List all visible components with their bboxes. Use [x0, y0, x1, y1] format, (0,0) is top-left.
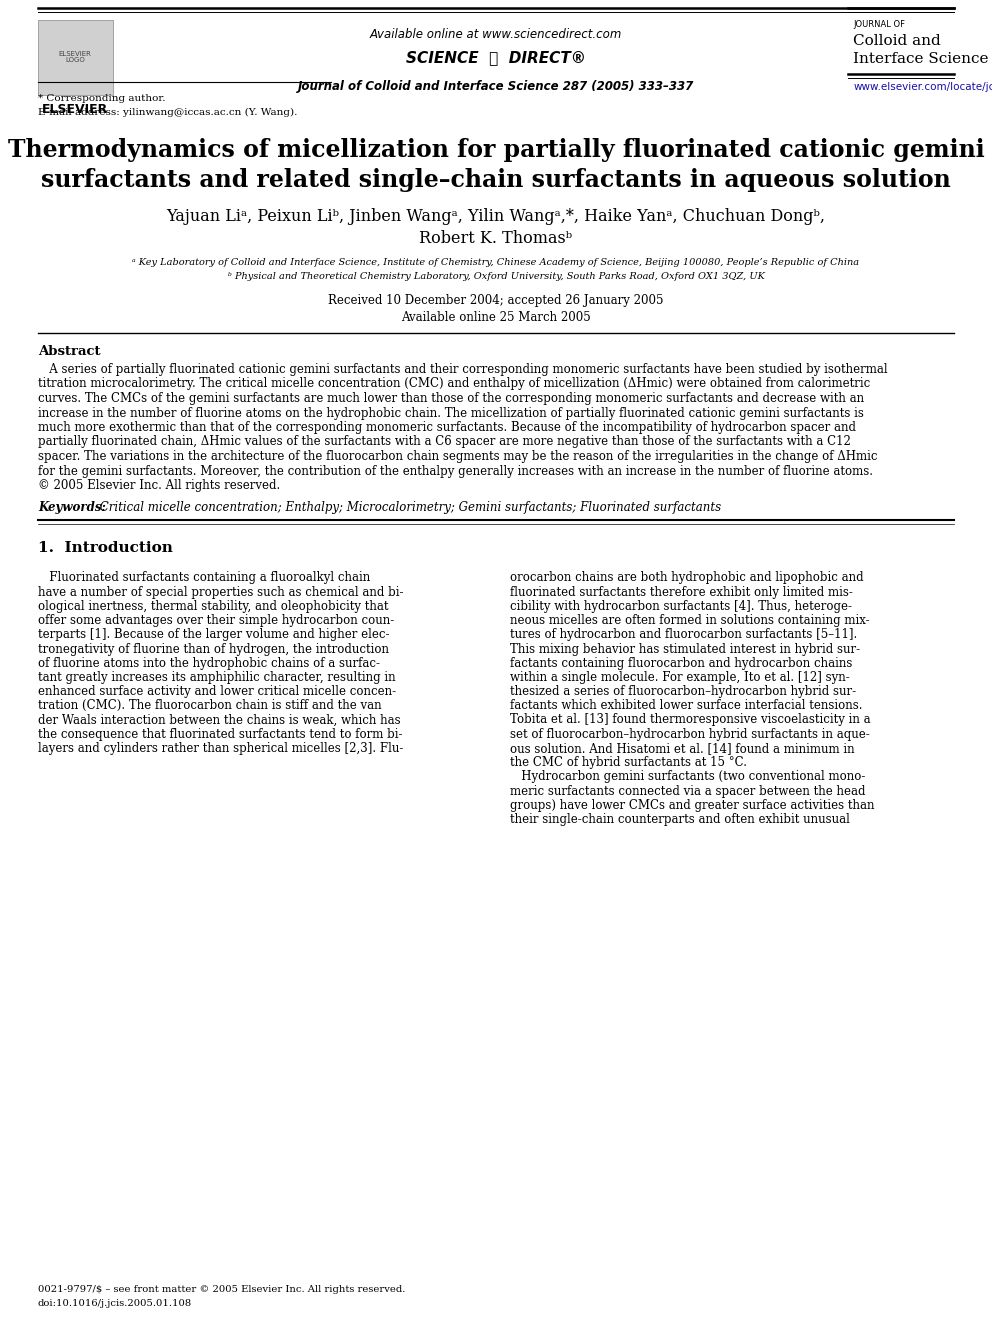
Text: der Waals interaction between the chains is weak, which has: der Waals interaction between the chains…	[38, 713, 401, 726]
Text: cibility with hydrocarbon surfactants [4]. Thus, heteroge-: cibility with hydrocarbon surfactants [4…	[510, 599, 852, 613]
Text: orocarbon chains are both hydrophobic and lipophobic and: orocarbon chains are both hydrophobic an…	[510, 572, 864, 585]
Text: Tobita et al. [13] found thermoresponsive viscoelasticity in a: Tobita et al. [13] found thermoresponsiv…	[510, 713, 871, 726]
Text: ous solution. And Hisatomi et al. [14] found a minimum in: ous solution. And Hisatomi et al. [14] f…	[510, 742, 855, 755]
Text: much more exothermic than that of the corresponding monomeric surfactants. Becau: much more exothermic than that of the co…	[38, 421, 856, 434]
Text: Keywords:: Keywords:	[38, 501, 106, 515]
Text: the CMC of hybrid surfactants at 15 °C.: the CMC of hybrid surfactants at 15 °C.	[510, 757, 747, 769]
Text: Fluorinated surfactants containing a fluoroalkyl chain: Fluorinated surfactants containing a flu…	[38, 572, 370, 585]
Text: © 2005 Elsevier Inc. All rights reserved.: © 2005 Elsevier Inc. All rights reserved…	[38, 479, 281, 492]
Text: tronegativity of fluorine than of hydrogen, the introduction: tronegativity of fluorine than of hydrog…	[38, 643, 389, 655]
Text: within a single molecule. For example, Ito et al. [12] syn-: within a single molecule. For example, I…	[510, 671, 850, 684]
Text: ELSEVIER
LOGO: ELSEVIER LOGO	[59, 50, 91, 64]
Text: offer some advantages over their simple hydrocarbon coun-: offer some advantages over their simple …	[38, 614, 394, 627]
Text: meric surfactants connected via a spacer between the head: meric surfactants connected via a spacer…	[510, 785, 865, 798]
Text: 1.  Introduction: 1. Introduction	[38, 541, 173, 556]
Text: 0021-9797/$ – see front matter © 2005 Elsevier Inc. All rights reserved.: 0021-9797/$ – see front matter © 2005 El…	[38, 1285, 406, 1294]
Text: This mixing behavior has stimulated interest in hybrid sur-: This mixing behavior has stimulated inte…	[510, 643, 860, 655]
Text: curves. The CMCs of the gemini surfactants are much lower than those of the corr: curves. The CMCs of the gemini surfactan…	[38, 392, 864, 405]
Text: enhanced surface activity and lower critical micelle concen-: enhanced surface activity and lower crit…	[38, 685, 396, 699]
FancyBboxPatch shape	[38, 20, 113, 95]
Text: fluorinated surfactants therefore exhibit only limited mis-: fluorinated surfactants therefore exhibi…	[510, 586, 853, 599]
Text: titration microcalorimetry. The critical micelle concentration (CMC) and enthalp: titration microcalorimetry. The critical…	[38, 377, 870, 390]
Text: layers and cylinders rather than spherical micelles [2,3]. Flu-: layers and cylinders rather than spheric…	[38, 742, 404, 755]
Text: ELSEVIER: ELSEVIER	[42, 103, 108, 116]
Text: Hydrocarbon gemini surfactants (two conventional mono-: Hydrocarbon gemini surfactants (two conv…	[510, 770, 865, 783]
Text: partially fluorinated chain, ΔHmic values of the surfactants with a C6 spacer ar: partially fluorinated chain, ΔHmic value…	[38, 435, 851, 448]
Text: of fluorine atoms into the hydrophobic chains of a surfac-: of fluorine atoms into the hydrophobic c…	[38, 656, 380, 669]
Text: ological inertness, thermal stability, and oleophobicity that: ological inertness, thermal stability, a…	[38, 599, 389, 613]
Text: increase in the number of fluorine atoms on the hydrophobic chain. The micelliza: increase in the number of fluorine atoms…	[38, 406, 864, 419]
Text: for the gemini surfactants. Moreover, the contribution of the enthalpy generally: for the gemini surfactants. Moreover, th…	[38, 464, 873, 478]
Text: groups) have lower CMCs and greater surface activities than: groups) have lower CMCs and greater surf…	[510, 799, 875, 812]
Text: Journal of Colloid and Interface Science 287 (2005) 333–337: Journal of Colloid and Interface Science…	[298, 79, 694, 93]
Text: tures of hydrocarbon and fluorocarbon surfactants [5–11].: tures of hydrocarbon and fluorocarbon su…	[510, 628, 857, 642]
Text: factants which exhibited lower surface interfacial tensions.: factants which exhibited lower surface i…	[510, 700, 862, 712]
Text: ᵃ Key Laboratory of Colloid and Interface Science, Institute of Chemistry, Chine: ᵃ Key Laboratory of Colloid and Interfac…	[133, 258, 859, 267]
Text: SCIENCE  ⓓ  DIRECT®: SCIENCE ⓓ DIRECT®	[406, 50, 586, 65]
Text: E-mail address: yilinwang@iccas.ac.cn (Y. Wang).: E-mail address: yilinwang@iccas.ac.cn (Y…	[38, 108, 298, 118]
Text: tant greatly increases its amphiphilic character, resulting in: tant greatly increases its amphiphilic c…	[38, 671, 396, 684]
Text: thesized a series of fluorocarbon–hydrocarbon hybrid sur-: thesized a series of fluorocarbon–hydroc…	[510, 685, 856, 699]
Text: Robert K. Thomasᵇ: Robert K. Thomasᵇ	[420, 230, 572, 247]
Text: terparts [1]. Because of the larger volume and higher elec-: terparts [1]. Because of the larger volu…	[38, 628, 390, 642]
Text: A series of partially fluorinated cationic gemini surfactants and their correspo: A series of partially fluorinated cation…	[38, 363, 888, 376]
Text: doi:10.1016/j.jcis.2005.01.108: doi:10.1016/j.jcis.2005.01.108	[38, 1299, 192, 1308]
Text: Thermodynamics of micellization for partially fluorinated cationic gemini: Thermodynamics of micellization for part…	[8, 138, 984, 161]
Text: tration (CMC). The fluorocarbon chain is stiff and the van: tration (CMC). The fluorocarbon chain is…	[38, 700, 382, 712]
Text: their single-chain counterparts and often exhibit unusual: their single-chain counterparts and ofte…	[510, 812, 850, 826]
Text: Abstract: Abstract	[38, 345, 100, 359]
Text: Critical micelle concentration; Enthalpy; Microcalorimetry; Gemini surfactants; : Critical micelle concentration; Enthalpy…	[96, 501, 721, 515]
Text: * Corresponding author.: * Corresponding author.	[38, 94, 166, 103]
Text: Interface Science: Interface Science	[853, 52, 989, 66]
Text: JOURNAL OF: JOURNAL OF	[853, 20, 905, 29]
Text: set of fluorocarbon–hydrocarbon hybrid surfactants in aque-: set of fluorocarbon–hydrocarbon hybrid s…	[510, 728, 870, 741]
Text: neous micelles are often formed in solutions containing mix-: neous micelles are often formed in solut…	[510, 614, 870, 627]
Text: ᵇ Physical and Theoretical Chemistry Laboratory, Oxford University, South Parks : ᵇ Physical and Theoretical Chemistry Lab…	[227, 273, 765, 280]
Text: Colloid and: Colloid and	[853, 34, 940, 48]
Text: the consequence that fluorinated surfactants tend to form bi-: the consequence that fluorinated surfact…	[38, 728, 403, 741]
Text: Received 10 December 2004; accepted 26 January 2005: Received 10 December 2004; accepted 26 J…	[328, 294, 664, 307]
Text: spacer. The variations in the architecture of the fluorocarbon chain segments ma: spacer. The variations in the architectu…	[38, 450, 878, 463]
Text: surfactants and related single–chain surfactants in aqueous solution: surfactants and related single–chain sur…	[41, 168, 951, 192]
Text: Available online 25 March 2005: Available online 25 March 2005	[401, 311, 591, 324]
Text: www.elsevier.com/locate/jcis: www.elsevier.com/locate/jcis	[853, 82, 992, 93]
Text: Yajuan Liᵃ, Peixun Liᵇ, Jinben Wangᵃ, Yilin Wangᵃ,*, Haike Yanᵃ, Chuchuan Dongᵇ,: Yajuan Liᵃ, Peixun Liᵇ, Jinben Wangᵃ, Yi…	[167, 208, 825, 225]
Text: factants containing fluorocarbon and hydrocarbon chains: factants containing fluorocarbon and hyd…	[510, 656, 852, 669]
Text: have a number of special properties such as chemical and bi-: have a number of special properties such…	[38, 586, 404, 599]
Text: Available online at www.sciencedirect.com: Available online at www.sciencedirect.co…	[370, 28, 622, 41]
